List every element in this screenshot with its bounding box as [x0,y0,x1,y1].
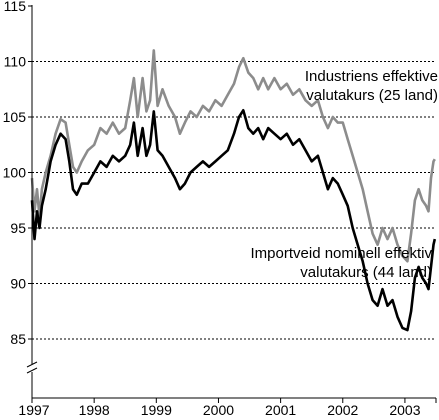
y-tick-label: 85 [10,331,26,347]
x-tick-label: 1999 [141,402,172,418]
annotation-upper-line: valutakurs (25 land) [306,87,438,104]
x-tick-label: 2001 [265,402,296,418]
x-tick-label: 2002 [327,402,358,418]
axes [26,5,437,403]
tick-labels: 85 90 95 100 105 110 115 1997 1998 1999 2000 2001 20… [3,0,421,418]
annotation-lower-line: Importveid nominell effektiv [251,245,433,262]
annotation-upper-line: Industriens effektive [305,68,438,85]
y-tick-label: 95 [10,220,26,236]
axis-break-gap [27,364,37,372]
series-line-1 [30,109,437,332]
x-tick-label: 2000 [203,402,234,418]
series-line-0 [30,49,436,263]
series-layer [30,49,437,332]
annotations: Industriens effektive valutakurs (25 land… [251,68,438,281]
y-tick-label: 110 [4,54,27,70]
x-tick-label: 1998 [79,402,110,418]
x-tick-label: 2003 [389,402,420,418]
y-tick-label: 115 [4,0,27,14]
y-tick-label: 105 [3,109,27,125]
annotation-lower-line: valutakurs (44 land) [300,264,432,281]
x-tick-label: 1997 [18,402,49,418]
axis-break-mark-upper [26,361,38,368]
y-tick-label: 90 [10,276,26,292]
axis-break-mark-lower [26,367,38,374]
y-tick-label: 100 [3,165,27,181]
